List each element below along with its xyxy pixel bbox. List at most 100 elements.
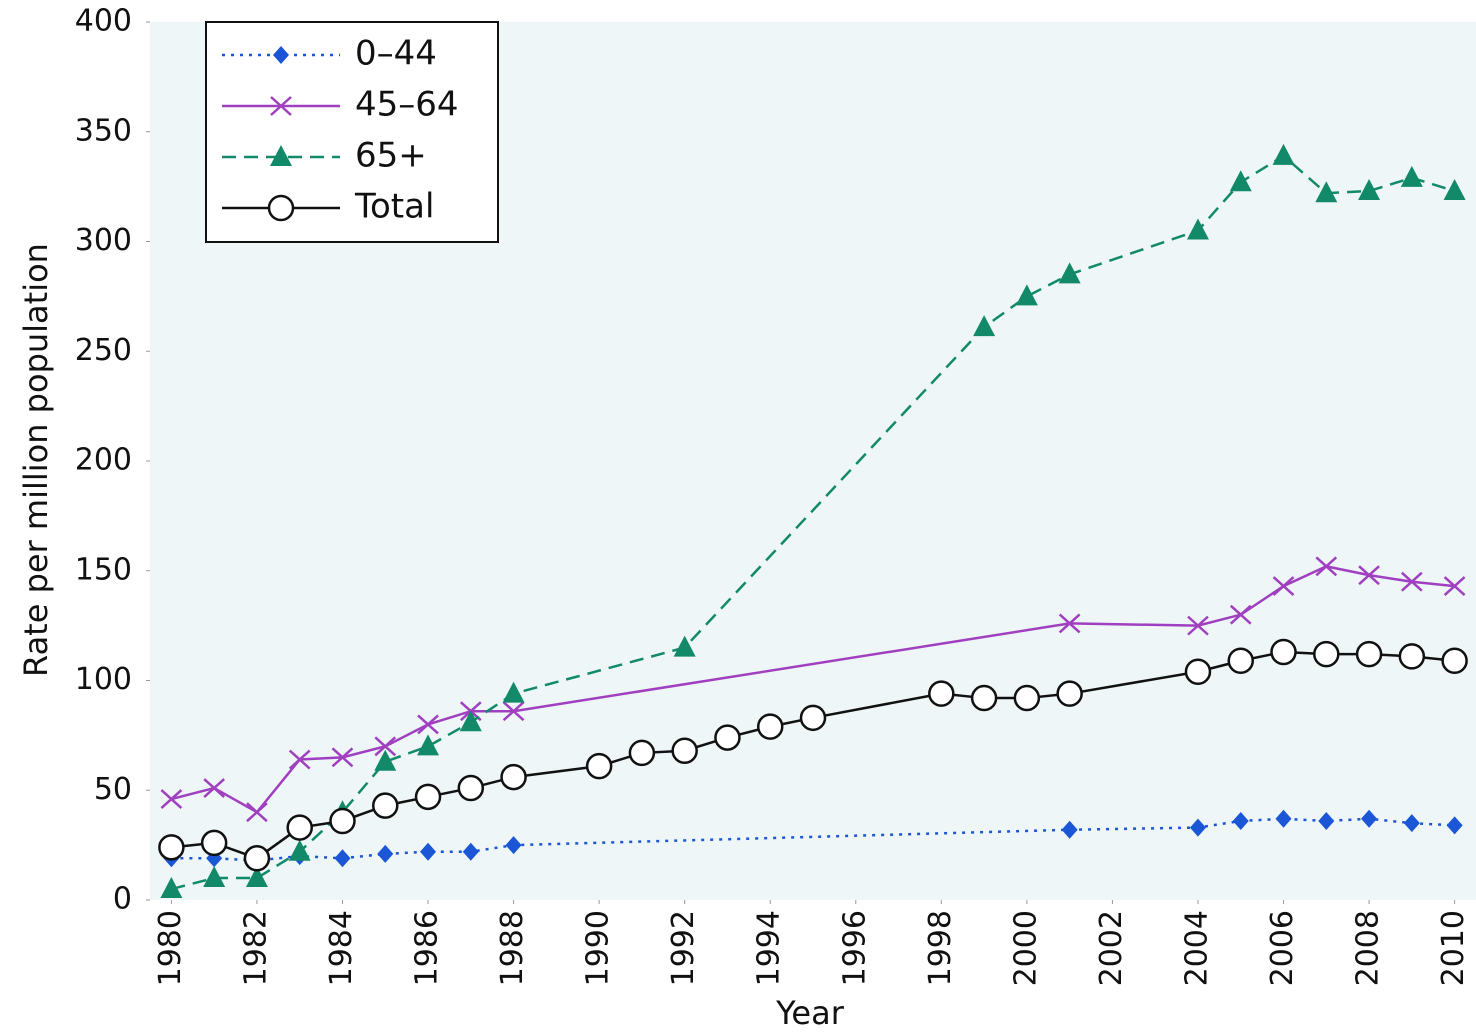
marker — [1229, 170, 1252, 192]
x-tick-label: 1994 — [752, 910, 787, 986]
marker — [502, 701, 525, 722]
marker — [1272, 143, 1295, 165]
marker — [928, 680, 955, 707]
legend-label: 45–64 — [355, 85, 459, 125]
x-tick-label: 2008 — [1351, 910, 1386, 986]
legend-marker — [267, 194, 295, 222]
x-tick-label: 1998 — [923, 910, 958, 986]
marker — [1315, 181, 1338, 203]
marker — [1355, 640, 1383, 668]
x-tick-label: 2004 — [1179, 910, 1214, 986]
marker — [1401, 571, 1423, 592]
marker — [1403, 814, 1420, 833]
marker — [1056, 680, 1083, 707]
x-tick-label: 1988 — [495, 910, 530, 986]
marker — [203, 866, 226, 888]
legend-label: 65+ — [355, 136, 427, 176]
marker — [457, 774, 485, 802]
y-tick-label: 350 — [75, 113, 132, 148]
marker — [714, 724, 741, 751]
x-tick-label: 1980 — [153, 910, 188, 986]
marker — [331, 747, 354, 768]
marker — [1315, 556, 1338, 577]
x-tick-label: 1992 — [666, 910, 701, 986]
legend-label: 0–44 — [355, 34, 437, 74]
marker — [1361, 809, 1378, 828]
marker — [1184, 658, 1212, 685]
marker — [462, 842, 479, 861]
marker — [1446, 816, 1463, 835]
marker — [756, 713, 784, 740]
x-tick-label: 2000 — [1008, 910, 1043, 986]
y-tick-label: 200 — [75, 443, 132, 478]
marker — [1441, 647, 1468, 674]
marker — [1189, 818, 1206, 837]
marker — [1229, 604, 1252, 625]
marker — [329, 807, 356, 835]
y-tick-label: 50 — [94, 772, 132, 807]
y-tick-label: 100 — [75, 662, 132, 697]
y-tick-label: 0 — [113, 882, 132, 917]
marker — [1443, 179, 1466, 201]
x-axis-title: Year — [775, 994, 845, 1032]
marker — [628, 739, 656, 767]
x-tick-label: 1990 — [581, 910, 616, 986]
marker — [1313, 640, 1340, 668]
y-tick-label: 400 — [75, 4, 132, 39]
marker — [1186, 218, 1209, 240]
y-axis-title: Rate per million population — [17, 243, 55, 677]
marker — [1015, 284, 1038, 306]
marker — [200, 829, 228, 857]
marker — [585, 752, 613, 780]
marker — [1058, 262, 1081, 284]
marker — [973, 315, 996, 337]
marker — [1272, 576, 1295, 597]
legend: 0–44 45–64 65+ Total — [205, 21, 499, 243]
marker — [1061, 820, 1078, 839]
marker — [245, 866, 268, 888]
x-tick-label: 1996 — [837, 910, 872, 986]
x-tick-label: 1986 — [410, 910, 445, 986]
marker — [246, 802, 268, 823]
x-tick-label: 2006 — [1265, 910, 1300, 986]
marker — [1275, 809, 1292, 828]
legend-box — [205, 21, 499, 243]
marker — [1398, 643, 1426, 670]
marker — [414, 783, 442, 811]
marker — [203, 778, 225, 798]
marker — [372, 792, 399, 819]
marker — [1013, 684, 1041, 712]
marker — [374, 749, 397, 771]
marker — [417, 734, 440, 756]
marker — [1443, 576, 1466, 597]
marker — [1400, 165, 1423, 187]
marker — [500, 763, 527, 791]
legend-marker — [270, 96, 292, 116]
marker — [288, 749, 311, 770]
marker — [505, 836, 522, 855]
marker — [1358, 179, 1381, 201]
legend-marker — [273, 46, 289, 64]
marker — [970, 684, 998, 712]
marker — [502, 681, 525, 703]
marker — [334, 849, 351, 868]
marker — [1270, 638, 1297, 666]
x-tick-label: 1982 — [238, 910, 273, 986]
marker — [160, 877, 183, 899]
marker — [1232, 811, 1249, 830]
marker — [374, 736, 397, 757]
x-tick-label: 2010 — [1436, 910, 1471, 986]
y-tick-label: 250 — [75, 333, 132, 368]
x-tick-label: 1984 — [324, 910, 359, 986]
marker — [420, 842, 437, 861]
y-tick-label: 300 — [75, 223, 132, 258]
marker — [1187, 615, 1209, 636]
marker — [160, 789, 183, 809]
marker — [1058, 613, 1081, 634]
marker — [673, 635, 696, 657]
series-line — [171, 154, 1455, 891]
y-tick-label: 150 — [75, 552, 132, 587]
legend-marker — [270, 145, 292, 166]
marker — [1318, 811, 1335, 830]
marker — [799, 704, 827, 732]
